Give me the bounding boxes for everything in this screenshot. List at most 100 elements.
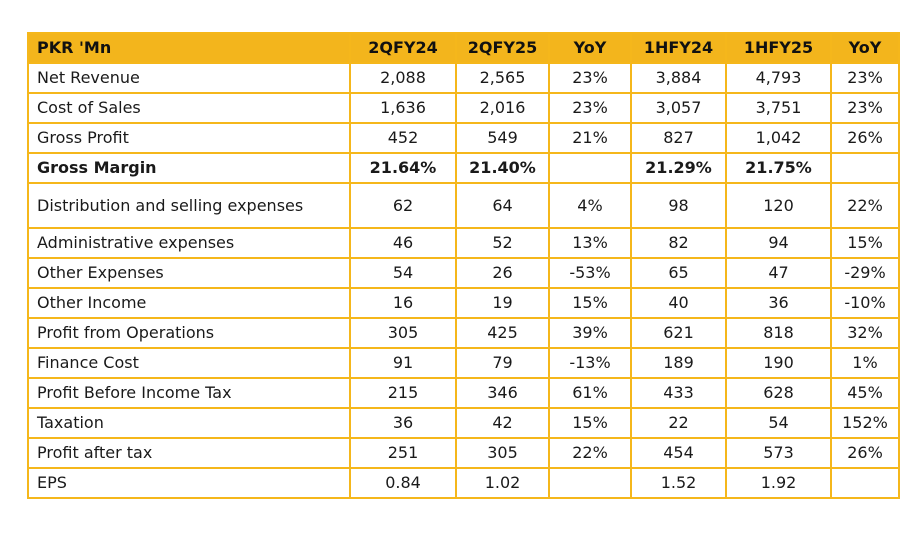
- table-row: Profit after tax 251 305 22% 454 573 26%: [27, 437, 900, 469]
- cell-2qfy25: 26: [455, 257, 550, 289]
- cell-2qfy24: 251: [349, 437, 457, 469]
- cell-yoy-quarter: 23%: [548, 92, 632, 124]
- row-label: Cost of Sales: [27, 92, 351, 124]
- cell-2qfy24: 91: [349, 347, 457, 379]
- row-label: Profit from Operations: [27, 317, 351, 349]
- cell-1hfy25: 3,751: [725, 92, 832, 124]
- cell-1hfy25: 573: [725, 437, 832, 469]
- cell-1hfy24: 827: [630, 122, 727, 154]
- cell-1hfy25: 120: [725, 182, 832, 229]
- cell-2qfy24: 0.84: [349, 467, 457, 499]
- cell-yoy-quarter: 21%: [548, 122, 632, 154]
- cell-1hfy24: 40: [630, 287, 727, 319]
- header-1hfy24: 1HFY24: [630, 32, 727, 64]
- cell-2qfy25: 2,016: [455, 92, 550, 124]
- cell-1hfy25: 1,042: [725, 122, 832, 154]
- table-row: Profit from Operations 305 425 39% 621 818 32%: [27, 317, 900, 349]
- header-yoy-quarter: YoY: [548, 32, 632, 64]
- cell-1hfy24: 1.52: [630, 467, 727, 499]
- cell-yoy-quarter: 23%: [548, 62, 632, 94]
- cell-yoy-quarter: [548, 152, 632, 184]
- cell-2qfy25: 42: [455, 407, 550, 439]
- row-label: Other Expenses: [27, 257, 351, 289]
- cell-yoy-half: 23%: [830, 92, 900, 124]
- row-label: Finance Cost: [27, 347, 351, 379]
- cell-1hfy25: 628: [725, 377, 832, 409]
- header-2qfy25: 2QFY25: [455, 32, 550, 64]
- row-label: Administrative expenses: [27, 227, 351, 259]
- cell-yoy-half: [830, 152, 900, 184]
- cell-2qfy24: 2,088: [349, 62, 457, 94]
- cell-1hfy25: 818: [725, 317, 832, 349]
- cell-1hfy24: 82: [630, 227, 727, 259]
- cell-yoy-quarter: 61%: [548, 377, 632, 409]
- row-label: Distribution and selling expenses: [27, 182, 351, 229]
- cell-1hfy24: 454: [630, 437, 727, 469]
- table-row: Net Revenue 2,088 2,565 23% 3,884 4,793 23%: [27, 62, 900, 94]
- cell-1hfy24: 22: [630, 407, 727, 439]
- cell-1hfy24: 433: [630, 377, 727, 409]
- cell-2qfy24: 54: [349, 257, 457, 289]
- header-unit: PKR 'Mn: [27, 32, 351, 64]
- table-row: Finance Cost 91 79 -13% 189 190 1%: [27, 347, 900, 379]
- table-row: Profit Before Income Tax 215 346 61% 433 628 4…: [27, 377, 900, 409]
- table-row: Gross Margin 21.64% 21.40% 21.29% 21.75%: [27, 152, 900, 184]
- table-row: Other Expenses 54 26 -53% 65 47 -29%: [27, 257, 900, 289]
- cell-1hfy25: 21.75%: [725, 152, 832, 184]
- cell-1hfy25: 4,793: [725, 62, 832, 94]
- cell-2qfy24: 62: [349, 182, 457, 229]
- cell-1hfy24: 98: [630, 182, 727, 229]
- cell-yoy-half: 26%: [830, 122, 900, 154]
- cell-1hfy24: 21.29%: [630, 152, 727, 184]
- table-row: Gross Profit 452 549 21% 827 1,042 26%: [27, 122, 900, 154]
- cell-yoy-quarter: [548, 467, 632, 499]
- cell-2qfy25: 1.02: [455, 467, 550, 499]
- cell-1hfy24: 3,884: [630, 62, 727, 94]
- cell-yoy-half: [830, 467, 900, 499]
- header-2qfy24: 2QFY24: [349, 32, 457, 64]
- header-yoy-half: YoY: [830, 32, 900, 64]
- cell-1hfy25: 47: [725, 257, 832, 289]
- header-1hfy25: 1HFY25: [725, 32, 832, 64]
- table-row: Administrative expenses 46 52 13% 82 94 15%: [27, 227, 900, 259]
- cell-yoy-half: 32%: [830, 317, 900, 349]
- cell-2qfy25: 305: [455, 437, 550, 469]
- table-row: Distribution and selling expenses 62 64 4% 9…: [27, 182, 900, 229]
- cell-2qfy24: 305: [349, 317, 457, 349]
- cell-2qfy24: 21.64%: [349, 152, 457, 184]
- cell-2qfy25: 21.40%: [455, 152, 550, 184]
- cell-2qfy25: 2,565: [455, 62, 550, 94]
- cell-yoy-quarter: -13%: [548, 347, 632, 379]
- cell-1hfy24: 189: [630, 347, 727, 379]
- row-label: Taxation: [27, 407, 351, 439]
- cell-1hfy24: 3,057: [630, 92, 727, 124]
- cell-1hfy25: 36: [725, 287, 832, 319]
- row-label: Other Income: [27, 287, 351, 319]
- cell-yoy-quarter: 15%: [548, 407, 632, 439]
- cell-yoy-half: 1%: [830, 347, 900, 379]
- cell-2qfy24: 36: [349, 407, 457, 439]
- cell-yoy-half: 22%: [830, 182, 900, 229]
- cell-yoy-half: 23%: [830, 62, 900, 94]
- cell-2qfy24: 1,636: [349, 92, 457, 124]
- cell-2qfy25: 64: [455, 182, 550, 229]
- cell-1hfy25: 94: [725, 227, 832, 259]
- table-header-row: PKR 'Mn 2QFY24 2QFY25 YoY 1HFY24 1HFY25 …: [27, 32, 900, 64]
- cell-1hfy25: 190: [725, 347, 832, 379]
- cell-2qfy25: 425: [455, 317, 550, 349]
- row-label: Net Revenue: [27, 62, 351, 94]
- cell-1hfy24: 621: [630, 317, 727, 349]
- cell-1hfy24: 65: [630, 257, 727, 289]
- table-row: Other Income 16 19 15% 40 36 -10%: [27, 287, 900, 319]
- cell-2qfy25: 52: [455, 227, 550, 259]
- cell-yoy-quarter: 15%: [548, 287, 632, 319]
- table-row: Taxation 36 42 15% 22 54 152%: [27, 407, 900, 439]
- cell-yoy-quarter: 13%: [548, 227, 632, 259]
- cell-yoy-half: 45%: [830, 377, 900, 409]
- cell-yoy-half: -10%: [830, 287, 900, 319]
- row-label: Profit after tax: [27, 437, 351, 469]
- cell-1hfy25: 54: [725, 407, 832, 439]
- table-row: Cost of Sales 1,636 2,016 23% 3,057 3,751 23%: [27, 92, 900, 124]
- cell-2qfy24: 46: [349, 227, 457, 259]
- cell-2qfy25: 549: [455, 122, 550, 154]
